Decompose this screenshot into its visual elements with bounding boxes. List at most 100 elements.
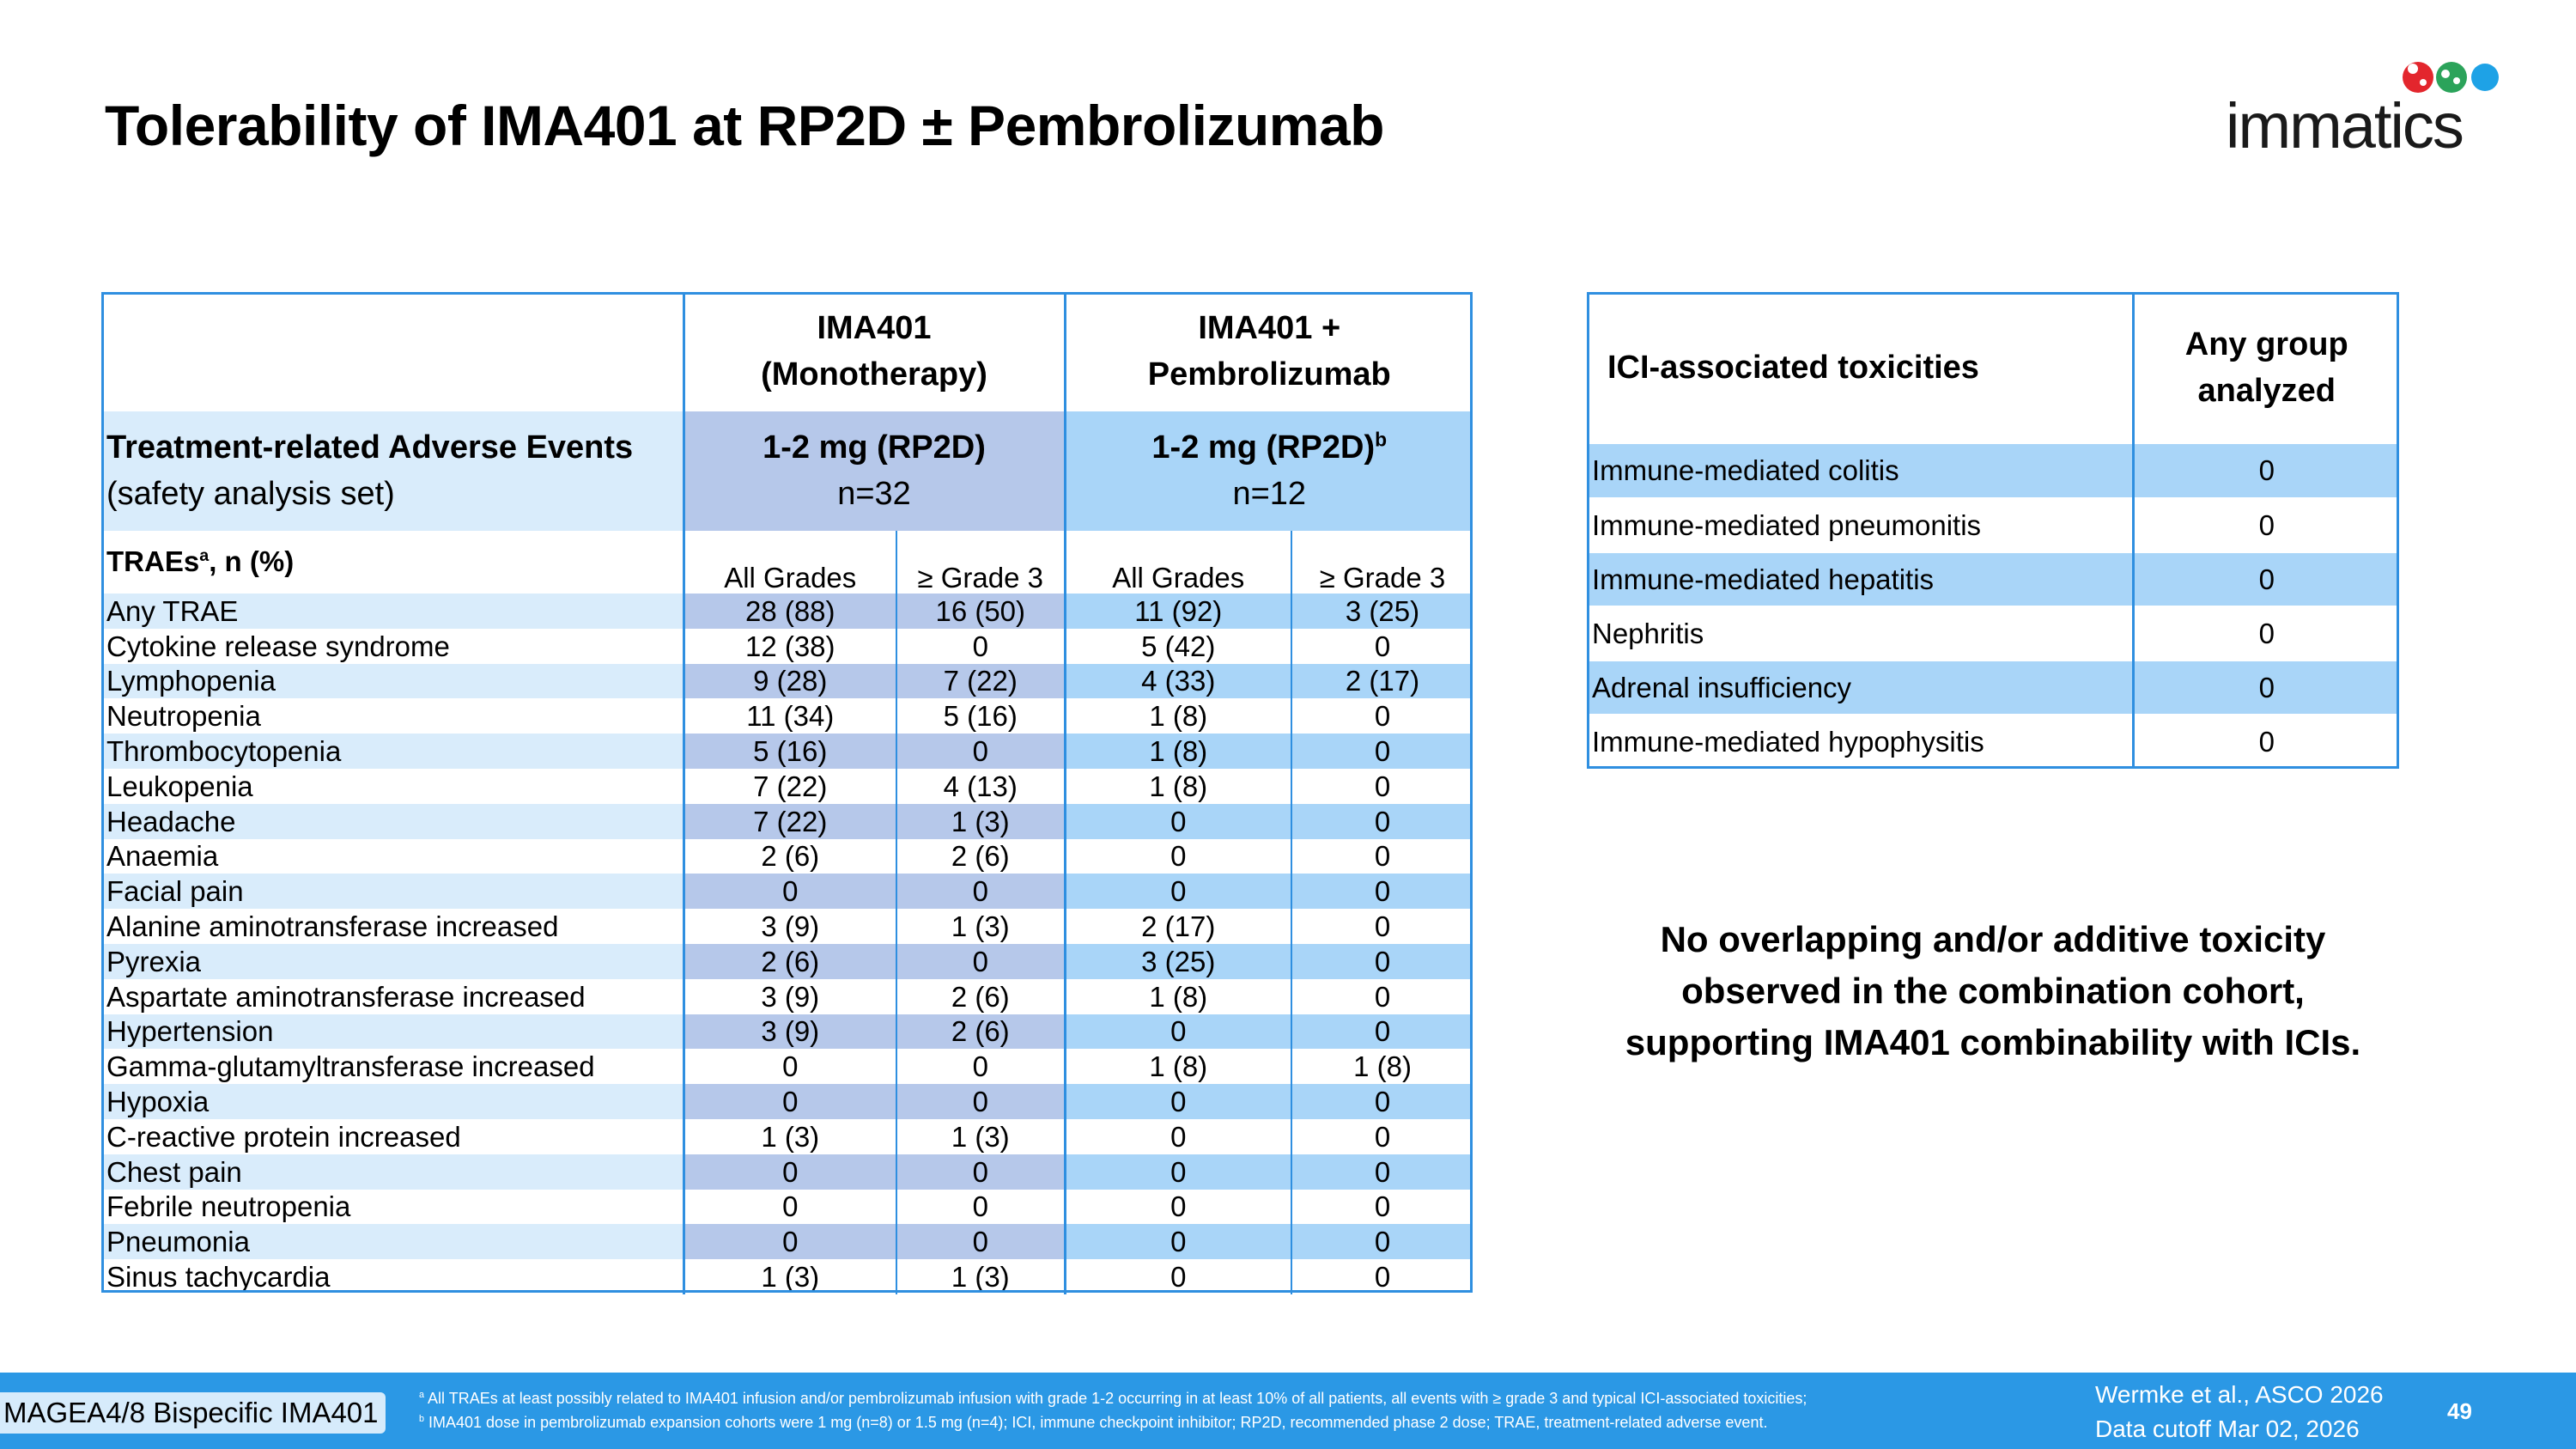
- mono-dose-label: 1-2 mg (RP2D): [762, 429, 986, 466]
- trae-event-name: Alanine aminotransferase increased: [101, 909, 683, 944]
- trae-row: Pyrexia 2 (6) 0 3 (25) 0: [101, 943, 1473, 979]
- ici-row: Nephritis 0: [1587, 606, 2399, 661]
- combo-grade3: 0: [1290, 909, 1473, 944]
- ici-toxicity-name: Immune-mediated colitis: [1587, 444, 2133, 498]
- trae-event-name: Anaemia: [101, 838, 683, 874]
- trae-header-empty: [101, 292, 683, 411]
- trae-row: Lymphopenia 9 (28) 7 (22) 4 (33) 2 (17): [101, 663, 1473, 699]
- combo-all-grades: 0: [1063, 874, 1291, 910]
- trae-row: Cytokine release syndrome 12 (38) 0 5 (42) 0: [101, 628, 1473, 664]
- mono-all-grades: 2 (6): [682, 943, 896, 979]
- combo-all-grades: 1 (8): [1063, 978, 1291, 1014]
- mono-grade3: 4 (13): [896, 768, 1065, 804]
- ici-row: Immune-mediated hepatitis 0: [1587, 551, 2399, 606]
- mono-grade3: 2 (6): [896, 1014, 1065, 1050]
- combo-all-grades: 2 (17): [1063, 909, 1291, 944]
- combo-grade3: 0: [1290, 1224, 1473, 1260]
- combo-grade3-header: ≥ Grade 3: [1290, 531, 1473, 594]
- combo-grade3: 0: [1290, 803, 1473, 839]
- combo-all-grades: 0: [1063, 1224, 1291, 1260]
- mono-all-grades: 7 (22): [682, 803, 896, 839]
- trae-body: Any TRAE 28 (88) 16 (50) 11 (92) 3 (25) Cytok…: [101, 594, 1473, 1294]
- ici-body: Immune-mediated colitis 0 Immune-mediated …: [1587, 444, 2399, 769]
- mono-all-grades: 0: [682, 1224, 896, 1260]
- trae-row: Gamma-glutamyltransferase increased 0 0 1 (…: [101, 1049, 1473, 1085]
- trae-event-name: Cytokine release syndrome: [101, 628, 683, 664]
- mono-grade3: 16 (50): [896, 594, 1065, 629]
- trae-event-name: Aspartate aminotransferase increased: [101, 978, 683, 1014]
- mono-all-grades: 1 (3): [682, 1259, 896, 1294]
- combo-header-sub: Pembrolizumab: [1147, 356, 1391, 393]
- ici-toxicity-value: 0: [2131, 714, 2399, 769]
- combo-grade3: 0: [1290, 1189, 1473, 1225]
- combo-all-grades: 0: [1063, 1154, 1291, 1190]
- trae-label-title: Treatment-related Adverse Events: [106, 429, 634, 466]
- ici-toxicity-value: 0: [2131, 606, 2399, 661]
- combo-all-grades: 11 (92): [1063, 594, 1291, 629]
- ici-toxicity-name: Adrenal insufficiency: [1587, 660, 2133, 715]
- mono-header: IMA401 (Monotherapy): [682, 292, 1065, 411]
- combo-all-grades: 0: [1063, 1118, 1291, 1154]
- combo-all-grades: 1 (8): [1063, 768, 1291, 804]
- mono-all-grades: 0: [682, 1154, 896, 1190]
- trae-row: Pneumonia 0 0 0 0: [101, 1224, 1473, 1260]
- combo-all-grades-header: All Grades: [1063, 531, 1291, 594]
- trae-row: Hypoxia 0 0 0 0: [101, 1084, 1473, 1119]
- ici-header-label: ICI-associated toxicities: [1607, 350, 1979, 386]
- mono-all-grades: 1 (3): [682, 1118, 896, 1154]
- trae-event-name: Gamma-glutamyltransferase increased: [101, 1049, 683, 1085]
- mono-all-grades: 0: [682, 1049, 896, 1085]
- page-title: Tolerability of IMA401 at RP2D ± Pembrol…: [105, 94, 1384, 157]
- combo-grade3: 0: [1290, 874, 1473, 910]
- trae-row: Any TRAE 28 (88) 16 (50) 11 (92) 3 (25): [101, 594, 1473, 629]
- ici-header-row: ICI-associated toxicities Any group anal…: [1587, 292, 2399, 444]
- trae-row: Facial pain 0 0 0 0: [101, 874, 1473, 910]
- ici-toxicity-name: Immune-mediated hepatitis: [1587, 551, 2133, 606]
- mono-grade3: 7 (22): [896, 663, 1065, 699]
- trae-row: C-reactive protein increased 1 (3) 1 (3) 0 0: [101, 1118, 1473, 1154]
- mono-grade3: 0: [896, 1154, 1065, 1190]
- combo-all-grades: 1 (8): [1063, 1049, 1291, 1085]
- mono-all-grades: 11 (34): [682, 698, 896, 734]
- trae-event-name: Pyrexia: [101, 943, 683, 979]
- trae-event-name: Facial pain: [101, 874, 683, 910]
- ici-toxicity-name: Immune-mediated hypophysitis: [1587, 714, 2133, 769]
- mono-grade3: 1 (3): [896, 1259, 1065, 1294]
- mono-grade3: 0: [896, 1049, 1065, 1085]
- mono-grade3: 1 (3): [896, 909, 1065, 944]
- combo-grade3: 0: [1290, 698, 1473, 734]
- trae-row: Hypertension 3 (9) 2 (6) 0 0: [101, 1014, 1473, 1050]
- combo-grade3: 0: [1290, 734, 1473, 769]
- ici-toxicity-name: Immune-mediated pneumonitis: [1587, 497, 2133, 552]
- combo-all-grades: 3 (25): [1063, 943, 1291, 979]
- trae-row: Neutropenia 11 (34) 5 (16) 1 (8) 0: [101, 698, 1473, 734]
- trae-colheader-row: TRAEsa, n (%) All Grades ≥ Grade 3 All G…: [101, 531, 1473, 594]
- mono-grade3-header: ≥ Grade 3: [896, 531, 1065, 594]
- trae-event-name: Any TRAE: [101, 594, 683, 629]
- trae-event-name: Pneumonia: [101, 1224, 683, 1260]
- footer-bar: [0, 1373, 2576, 1449]
- ici-table: ICI-associated toxicities Any group anal…: [1587, 292, 2399, 769]
- trae-event-name: Hypoxia: [101, 1084, 683, 1119]
- combo-all-grades: 0: [1063, 803, 1291, 839]
- mono-all-grades: 3 (9): [682, 978, 896, 1014]
- trae-row: Alanine aminotransferase increased 3 (9) 1…: [101, 909, 1473, 944]
- mono-all-grades: 12 (38): [682, 628, 896, 664]
- combo-grade3: 2 (17): [1290, 663, 1473, 699]
- ici-toxicity-value: 0: [2131, 444, 2399, 498]
- combo-grade3: 0: [1290, 838, 1473, 874]
- ici-row: Immune-mediated hypophysitis 0: [1587, 714, 2399, 769]
- trae-event-name: Hypertension: [101, 1014, 683, 1050]
- combo-dose-sup: b: [1375, 427, 1388, 450]
- trae-row: Headache 7 (22) 1 (3) 0 0: [101, 803, 1473, 839]
- trae-header-row: IMA401 (Monotherapy) IMA401 + Pembrolizu…: [101, 292, 1473, 411]
- mono-header-title: IMA401: [817, 309, 932, 346]
- trae-label-sub: (safety analysis set): [106, 475, 395, 512]
- combo-grade3: 3 (25): [1290, 594, 1473, 629]
- combo-all-grades: 1 (8): [1063, 698, 1291, 734]
- combo-header: IMA401 + Pembrolizumab: [1063, 292, 1473, 411]
- mono-all-grades: 28 (88): [682, 594, 896, 629]
- combo-grade3: 0: [1290, 978, 1473, 1014]
- mono-all-grades: 0: [682, 874, 896, 910]
- combo-grade3: 0: [1290, 768, 1473, 804]
